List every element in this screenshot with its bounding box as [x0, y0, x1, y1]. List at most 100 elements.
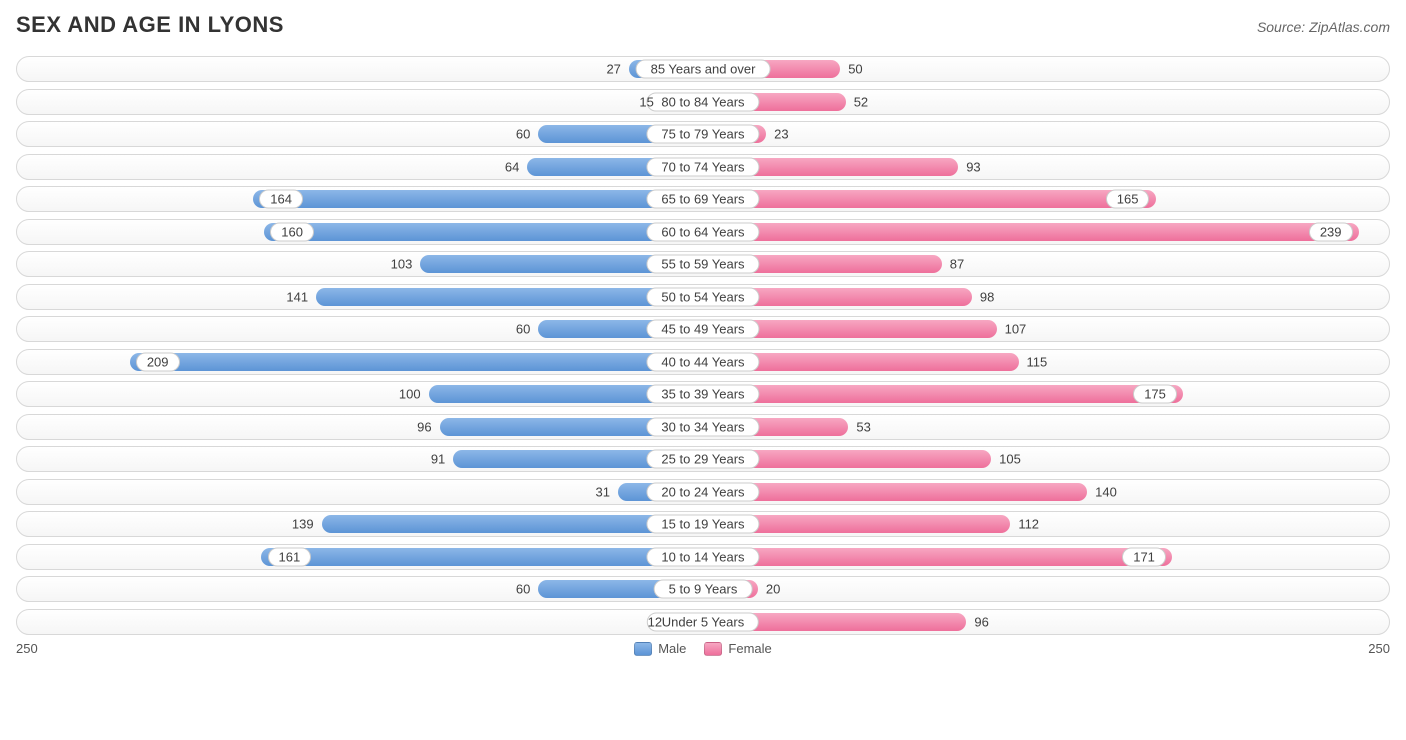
age-category-label: 25 to 29 Years: [646, 450, 759, 469]
female-value-label: 107: [1005, 322, 1027, 337]
population-pyramid-chart: 275085 Years and over155280 to 84 Years6…: [16, 56, 1390, 635]
pyramid-row: 103 87 55 to 59 Years: [16, 251, 1390, 277]
age-category-label: 10 to 14 Years: [646, 547, 759, 566]
female-half: 140: [703, 480, 1389, 504]
male-value-label: 15: [639, 94, 653, 109]
female-half: 96: [703, 610, 1389, 634]
male-value-label: 100: [399, 387, 421, 402]
male-half: 64: [17, 155, 703, 179]
pyramid-row: 209 115 40 to 44 Years: [16, 349, 1390, 375]
male-half: 60: [17, 317, 703, 341]
chart-source: Source: ZipAtlas.com: [1257, 19, 1390, 35]
chart-footer: 250 Male Female 250: [16, 641, 1390, 656]
pyramid-row: 60205 to 9 Years: [16, 576, 1390, 602]
female-value-label: 98: [980, 289, 994, 304]
pyramid-row: 13911215 to 19 Years: [16, 511, 1390, 537]
pyramid-row: 161 171 10 to 14 Years: [16, 544, 1390, 570]
male-half: 164: [17, 187, 703, 211]
female-value-label: 23: [774, 127, 788, 142]
chart-title: SEX AND AGE IN LYONS: [16, 12, 284, 38]
pyramid-row: 100 175 35 to 39 Years: [16, 381, 1390, 407]
female-half: 53: [703, 415, 1389, 439]
female-bar: [703, 548, 1172, 566]
axis-max-left: 250: [16, 641, 38, 656]
female-half: 87: [703, 252, 1389, 276]
female-value-label: 171: [1122, 547, 1166, 566]
legend-female-label: Female: [728, 641, 771, 656]
female-half: 52: [703, 90, 1389, 114]
female-value-label: 93: [966, 159, 980, 174]
age-category-label: 5 to 9 Years: [654, 580, 753, 599]
female-value-label: 96: [974, 614, 988, 629]
male-value-label: 161: [268, 547, 312, 566]
age-category-label: 65 to 69 Years: [646, 190, 759, 209]
male-half: 100: [17, 382, 703, 406]
male-half: 160: [17, 220, 703, 244]
male-value-label: 31: [595, 484, 609, 499]
female-value-label: 52: [854, 94, 868, 109]
age-category-label: 45 to 49 Years: [646, 320, 759, 339]
male-value-label: 60: [516, 582, 530, 597]
male-value-label: 103: [391, 257, 413, 272]
age-category-label: 35 to 39 Years: [646, 385, 759, 404]
male-bar: [264, 223, 703, 241]
male-value-label: 64: [505, 159, 519, 174]
age-category-label: 60 to 64 Years: [646, 222, 759, 241]
male-half: 91: [17, 447, 703, 471]
male-value-label: 141: [286, 289, 308, 304]
male-bar: [316, 288, 703, 306]
female-value-label: 165: [1106, 190, 1150, 209]
female-half: 93: [703, 155, 1389, 179]
female-value-label: 112: [1018, 517, 1039, 532]
male-bar: [253, 190, 703, 208]
male-half: 161: [17, 545, 703, 569]
female-value-label: 53: [856, 419, 870, 434]
pyramid-row: 60 107 45 to 49 Years: [16, 316, 1390, 342]
axis-max-right: 250: [1368, 641, 1390, 656]
pyramid-row: 164 165 65 to 69 Years: [16, 186, 1390, 212]
age-category-label: 80 to 84 Years: [646, 92, 759, 111]
female-half: 98: [703, 285, 1389, 309]
male-value-label: 164: [259, 190, 303, 209]
female-value-label: 115: [1027, 354, 1048, 369]
male-value-label: 160: [270, 222, 314, 241]
female-value-label: 175: [1133, 385, 1177, 404]
male-value-label: 96: [417, 419, 431, 434]
male-half: 209: [17, 350, 703, 374]
pyramid-row: 141 98 50 to 54 Years: [16, 284, 1390, 310]
legend-male-label: Male: [658, 641, 686, 656]
male-half: 27: [17, 57, 703, 81]
female-bar: [703, 223, 1359, 241]
male-bar: [130, 353, 703, 371]
female-bar: [703, 190, 1156, 208]
female-half: 239: [703, 220, 1389, 244]
female-half: 115: [703, 350, 1389, 374]
age-category-label: 55 to 59 Years: [646, 255, 759, 274]
female-value-label: 87: [950, 257, 964, 272]
pyramid-row: 160 239 60 to 64 Years: [16, 219, 1390, 245]
pyramid-row: 3114020 to 24 Years: [16, 479, 1390, 505]
female-value-label: 239: [1309, 222, 1353, 241]
female-half: 50: [703, 57, 1389, 81]
male-bar: [261, 548, 703, 566]
pyramid-row: 602375 to 79 Years: [16, 121, 1390, 147]
male-value-label: 139: [292, 517, 314, 532]
legend-female: Female: [704, 641, 771, 656]
female-half: 175: [703, 382, 1389, 406]
pyramid-row: 965330 to 34 Years: [16, 414, 1390, 440]
male-half: 60: [17, 122, 703, 146]
male-half: 139: [17, 512, 703, 536]
female-half: 112: [703, 512, 1389, 536]
age-category-label: 50 to 54 Years: [646, 287, 759, 306]
pyramid-row: 15 52 80 to 84 Years: [16, 89, 1390, 115]
male-half: 31: [17, 480, 703, 504]
female-half: 23: [703, 122, 1389, 146]
female-value-label: 50: [848, 62, 862, 77]
male-half: 141: [17, 285, 703, 309]
age-category-label: Under 5 Years: [647, 612, 759, 631]
male-value-label: 91: [431, 452, 445, 467]
female-bar: [703, 385, 1183, 403]
pyramid-row: 9110525 to 29 Years: [16, 446, 1390, 472]
legend: Male Female: [634, 641, 772, 656]
age-category-label: 40 to 44 Years: [646, 352, 759, 371]
